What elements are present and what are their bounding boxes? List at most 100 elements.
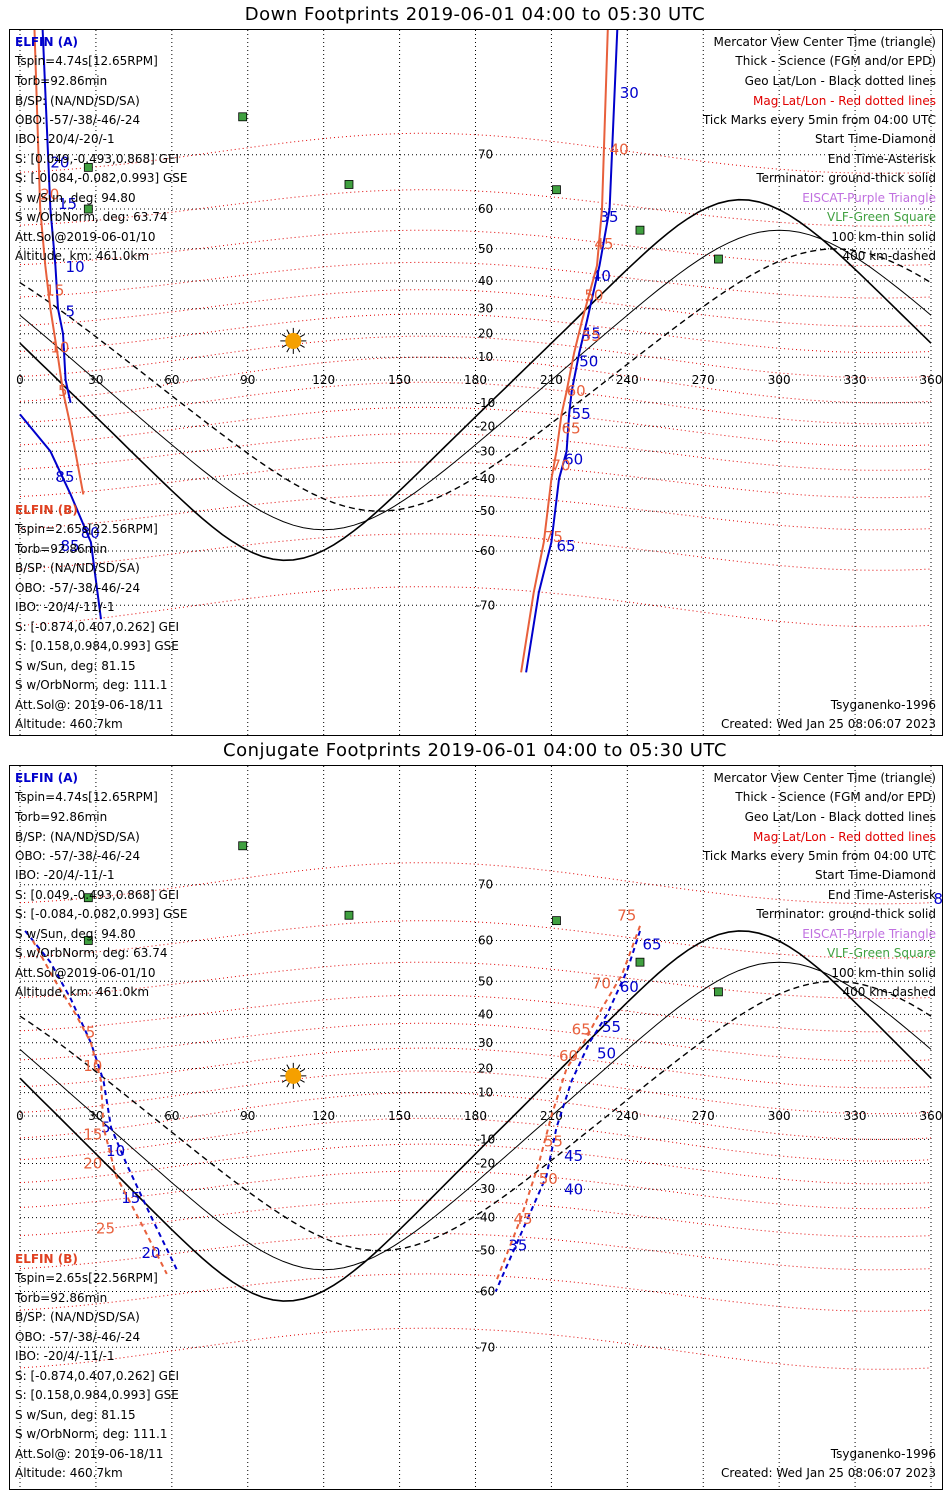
elfin-a-line: S w/OrbNorm, deg: 63.74 <box>15 210 168 224</box>
panel-1: 0 30 60 90 120 150 180 210 240 270 300 330 360 70 60 50… <box>9 29 943 736</box>
footprint-track <box>19 413 102 620</box>
lon-tick-label: 300 <box>768 373 791 387</box>
elfin-a-line: OBO: -57/-38/-46/-24 <box>15 849 141 863</box>
legend-item: Mag Lat/Lon - Red dotted lines <box>752 94 936 108</box>
lon-tick-label: 30 <box>88 1109 103 1123</box>
track-tick-label: 65 <box>556 537 575 555</box>
elfin-b-line: Altitude: 460.7km <box>15 717 123 731</box>
lat-tick-label: 60 <box>478 202 493 216</box>
legend-item: Tick Marks every 5min from 04:00 UTC <box>702 113 936 127</box>
elfin-a-line: B/SP: (NA/ND/SD/SA) <box>15 94 140 108</box>
legend-item: EISCAT-Purple Triangle <box>802 927 936 941</box>
track-tick-label: 45 <box>582 325 601 343</box>
created-label: Created: Wed Jan 25 08:06:07 2023 <box>721 1466 936 1480</box>
terminator-ground <box>19 930 932 1302</box>
vlf-station-marker <box>83 936 93 945</box>
mag-grid <box>19 132 932 628</box>
footprint-track <box>31 940 168 1275</box>
elfin-a-line: Torb=92.86min <box>15 74 108 88</box>
track-tick-label: 20 <box>141 1244 160 1262</box>
legend-item: Geo Lat/Lon - Black dotted lines <box>744 810 936 824</box>
elfin-b-line: Torb=92.86min <box>15 542 108 556</box>
lon-tick-label: 0 <box>16 373 24 387</box>
elfin-b-line: S: [-0.874,0.407,0.262] GEI <box>15 1369 180 1383</box>
track-tick-label: 55 <box>572 405 591 423</box>
footprint-track <box>494 925 641 1283</box>
mag-lat-line <box>19 1117 932 1162</box>
elfin-b-line: IBO: -20/4/-11/-1 <box>15 600 115 614</box>
elfin-b-label: ELFIN (B) <box>15 503 78 517</box>
lon-tick-label: 210 <box>540 373 563 387</box>
geo-grid <box>19 766 932 1489</box>
lat-tick-label: 60 <box>478 933 493 947</box>
elfin-a-line: Tspin=4.74s[12.65RPM] <box>15 790 158 804</box>
track-tick-label: 85 <box>55 468 74 486</box>
terminator-100km <box>19 961 932 1271</box>
elfin-a-label: ELFIN (A) <box>15 35 78 49</box>
track-tick-label: 40 <box>564 1181 583 1199</box>
terminator-ground <box>19 198 932 562</box>
elfin-a-line: S: [-0.084,-0.082,0.993] GSE <box>15 907 188 921</box>
track-tick-label: 30 <box>620 84 639 102</box>
sun-ray <box>299 343 305 348</box>
vlf-station-marker <box>635 957 645 967</box>
sun-disc <box>285 1067 302 1084</box>
track-tick-label: 55 <box>582 327 601 345</box>
track-tick-label: 75 <box>617 907 636 925</box>
mag-lat-line <box>19 1143 932 1185</box>
vlf-station-marker <box>83 162 93 172</box>
track-tick-label: 50 <box>584 287 603 305</box>
legend-item: VLF-Green Square <box>827 210 936 224</box>
lon-tick-label: 330 <box>844 1109 867 1123</box>
track-tick-label: 5 <box>58 382 68 400</box>
elfin-b-line: B/SP: (NA/ND/SD/SA) <box>15 561 140 575</box>
track-tick-label: 40 <box>592 267 611 285</box>
lat-tick-label: -70 <box>476 1340 496 1354</box>
lon-tick-label: 120 <box>312 373 335 387</box>
legend-item: Mag Lat/Lon - Red dotted lines <box>752 830 936 844</box>
track-tick-label: 50 <box>579 352 598 370</box>
lat-tick-label: 20 <box>478 1062 493 1076</box>
track-tick-label: 35 <box>508 1237 527 1255</box>
lat-tick-label: 10 <box>478 1086 493 1100</box>
legend-item: EISCAT-Purple Triangle <box>802 191 936 205</box>
lon-tick-label: 240 <box>616 1109 639 1123</box>
mag-lat-line <box>19 586 932 628</box>
track-tick-label: 75 <box>544 528 563 546</box>
mag-lat-line <box>19 862 932 905</box>
footprint-track <box>525 30 619 673</box>
elfin-a-line: IBO: -20/4/-20/-1 <box>15 132 115 146</box>
lat-tick-label: -50 <box>476 504 496 518</box>
elfin-b-label: ELFIN (B) <box>15 1252 78 1266</box>
track-tick-label: 10 <box>50 339 69 357</box>
lat-tick-label: -20 <box>476 419 496 433</box>
lon-tick-label: 240 <box>616 373 639 387</box>
lat-tick-label: -40 <box>476 1211 496 1225</box>
lat-tick-label: -10 <box>476 1132 496 1146</box>
track-tick-label: 15 <box>58 195 77 213</box>
track-tick-label: 60 <box>620 978 639 996</box>
elfin-a-line: Att.Sol@2019-06-01/10 <box>15 230 156 244</box>
vlf-station-marker <box>714 254 723 264</box>
mag-lat-line <box>19 961 932 999</box>
elfin-a-line: Altitude, km: 461.0km <box>15 985 150 999</box>
mag-lat-line <box>19 1327 932 1370</box>
legend-item: Start Time-Diamond <box>814 868 936 882</box>
sun-ray <box>296 346 301 353</box>
track-tick-label: 60 <box>559 1047 578 1065</box>
terminator-400km <box>19 980 932 1252</box>
sun-ray <box>296 1081 301 1088</box>
mag-lat-line <box>19 381 932 425</box>
track-tick-label: 20 <box>40 186 59 204</box>
panel-1-title: Down Footprints 2019-06-01 04:00 to 05:3… <box>244 4 706 25</box>
sun-ray <box>286 1081 291 1088</box>
panel-2: 0 30 60 90 120 150 180 210 240 270 300 330 360 70 60 50… <box>9 765 943 1490</box>
legend-item: 400 km-dashed <box>842 249 936 263</box>
elfin-a-line: Tspin=4.74s[12.65RPM] <box>15 54 158 68</box>
track-tick-label: 55 <box>602 1018 621 1036</box>
lon-tick-label: 270 <box>692 1109 715 1123</box>
elfin-b-line: B/SP: (NA/ND/SD/SA) <box>15 1310 140 1324</box>
sun-ray <box>299 1078 305 1083</box>
mag-lat-line <box>19 1170 932 1210</box>
sun-icon <box>280 1062 307 1089</box>
